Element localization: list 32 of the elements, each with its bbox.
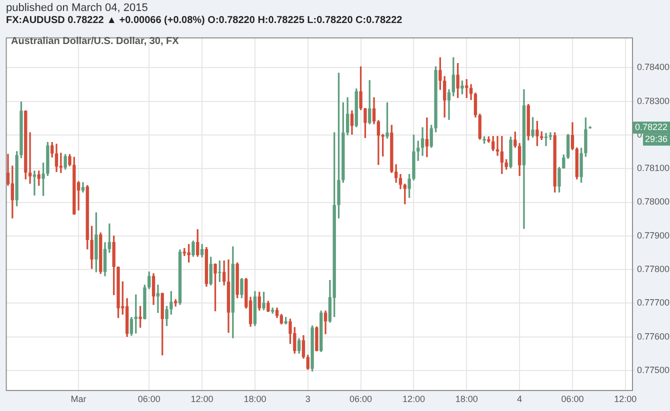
candlestick bbox=[32, 170, 36, 196]
y-tick-label: 0.77500 bbox=[637, 364, 670, 375]
x-tick-label: 12:00 bbox=[190, 394, 214, 404]
candlestick bbox=[174, 299, 178, 307]
text: 0.78222 bbox=[635, 122, 668, 132]
chart-title: Australian Dollar/U.S. Dollar, 30, FX bbox=[11, 36, 179, 47]
x-tick-label: 18:00 bbox=[244, 394, 266, 404]
candlestick bbox=[544, 132, 548, 146]
x-tick-label: 3 bbox=[305, 394, 310, 404]
x-tick-label: 12:00 bbox=[402, 394, 425, 404]
x-tick-label: Mar bbox=[70, 394, 86, 404]
chart-subtitle: FX:AUDUSD 0.78222 ▲ +0.00066 (+0.08%) O:0.78220 H:0.78225 L:0.78220 C:0.78222 bbox=[6, 15, 402, 26]
x-tick-label: 12:00 bbox=[614, 394, 637, 404]
x-tick-label: 4 bbox=[517, 394, 522, 404]
y-tick-label: 0.77900 bbox=[637, 230, 670, 240]
y-tick-label: 0.77700 bbox=[637, 298, 670, 308]
x-tick-label: 06:00 bbox=[561, 394, 584, 404]
candlestick bbox=[496, 136, 500, 156]
candlestick bbox=[28, 132, 32, 184]
x-tick-label: 06:00 bbox=[138, 394, 160, 404]
y-tick-label: 0.77600 bbox=[637, 331, 670, 342]
x-tick-label: 06:00 bbox=[350, 394, 372, 404]
candlestick bbox=[156, 284, 160, 313]
y-tick-label: 0.78400 bbox=[637, 62, 670, 72]
text: published on March 04, 2015 bbox=[6, 2, 148, 14]
x-tick-label: 18:00 bbox=[455, 394, 478, 404]
y-tick-label: 0.78300 bbox=[637, 96, 670, 106]
y-tick-label: 0.77800 bbox=[637, 264, 670, 274]
y-tick-label: 0.78100 bbox=[637, 163, 670, 174]
candlestick bbox=[425, 117, 429, 158]
candlestick bbox=[108, 223, 112, 253]
y-tick-label: 0.78000 bbox=[637, 196, 670, 207]
